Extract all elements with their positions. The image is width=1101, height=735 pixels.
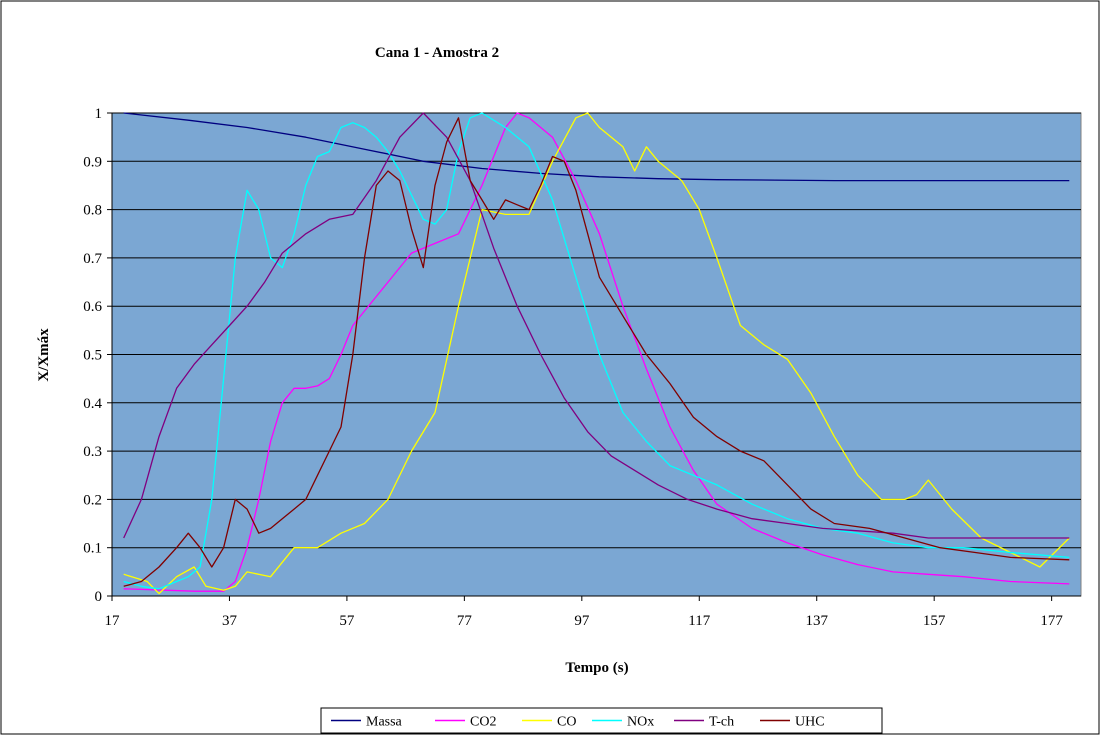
y-tick-label: 0.3 (83, 444, 102, 460)
series-line-uhc (123, 117, 1070, 587)
legend-label-uhc: UHC (795, 715, 825, 730)
y-axis-label: X/Xmáx (36, 328, 52, 382)
x-tick-label: 117 (688, 613, 710, 629)
y-tick-label: 0.5 (83, 348, 102, 364)
legend: Massa CO2 CO NOx T-ch UHC (320, 707, 883, 734)
y-tick-label: 0.2 (83, 492, 102, 508)
y-tick-label: 0.6 (83, 299, 102, 315)
series-line-nox (123, 112, 1070, 590)
legend-label-co2: CO2 (470, 715, 496, 730)
series-line-t-ch (123, 112, 1070, 539)
legend-label-massa: Massa (366, 715, 403, 730)
legend-label-co: CO (557, 715, 576, 730)
y-tick-label: 0.9 (83, 154, 102, 170)
y-tick-label: 1 (95, 106, 103, 122)
x-tick-label: 177 (1040, 613, 1063, 629)
x-tick-label: 97 (574, 613, 590, 629)
x-tick-label: 77 (457, 613, 473, 629)
series-lines (123, 112, 1070, 595)
x-tick-label: 157 (923, 613, 946, 629)
legend-label-t-ch: T-ch (709, 715, 734, 730)
series-line-co (123, 112, 1070, 595)
x-tick-label: 37 (222, 613, 238, 629)
chart-title: Cana 1 - Amostra 2 (375, 45, 499, 61)
series-line-massa (123, 112, 1070, 182)
series-line-co2 (123, 112, 1070, 592)
x-tick-label: 137 (805, 613, 828, 629)
y-tick-label: 0.7 (83, 251, 102, 267)
y-axis: 0 0.1 0.2 0.3 0.4 0.5 0.6 0.7 0.8 0.9 1 (83, 106, 113, 605)
x-tick-label: 17 (105, 613, 121, 629)
legend-label-nox: NOx (627, 715, 654, 730)
gridlines (112, 112, 1081, 549)
x-tick-label: 57 (339, 613, 355, 629)
y-tick-label: 0.4 (83, 396, 102, 412)
x-axis-label: Tempo (s) (565, 660, 628, 676)
x-axis: 17 37 57 77 97 117 137 157 177 (105, 595, 1081, 629)
y-tick-label: 0 (95, 589, 103, 605)
y-tick-label: 0.8 (83, 203, 102, 219)
y-tick-label: 0.1 (83, 541, 102, 557)
